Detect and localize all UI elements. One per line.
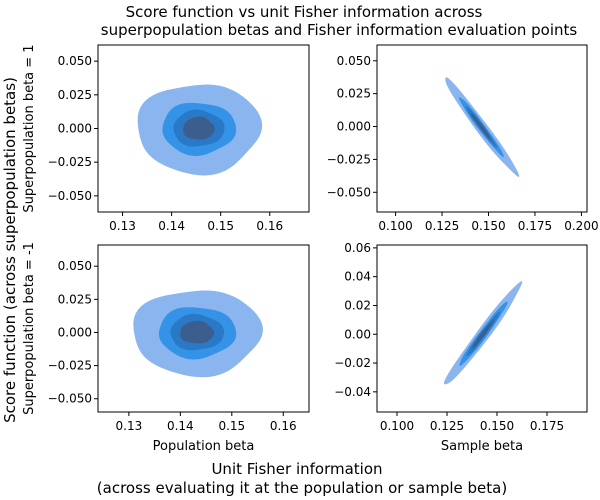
x-tick-label: 0.15: [218, 419, 245, 433]
figure-xlabel-line2: (across evaluating it at the population …: [97, 479, 507, 497]
y-tick-label: 0.025: [58, 88, 92, 102]
y-tick-label: −0.02: [334, 356, 371, 370]
contour-area: [133, 290, 263, 378]
y-tick-label: 0.06: [344, 241, 371, 255]
figure-ylabel: Score function (across superpopulation b…: [1, 77, 19, 423]
x-tick-label: 0.150: [471, 219, 505, 233]
axes-frame: [376, 44, 588, 213]
subplot-xlabel: Population beta: [153, 439, 255, 454]
x-tick-label: 0.200: [564, 219, 598, 233]
y-tick-label: −0.025: [48, 359, 92, 373]
y-tick-label: 0.04: [344, 270, 371, 284]
subplot-ylabel: Superpopulation beta = -1: [22, 242, 37, 415]
y-tick-label: −0.050: [327, 185, 371, 199]
contour-level-4: [180, 320, 215, 344]
x-tick-label: 0.14: [167, 419, 194, 433]
x-tick-label: 0.175: [530, 419, 564, 433]
y-tick-label: −0.04: [334, 385, 371, 399]
subplot-top-left: 0.13 0.14 0.15 0.16 −0.050 −0.025 0.000 0.025 0.…: [22, 44, 310, 233]
x-tick-label: 0.15: [207, 219, 234, 233]
x-tick-label: 0.100: [378, 219, 412, 233]
y-tick-label: −0.050: [48, 392, 92, 406]
contour-level-4: [472, 319, 495, 349]
figure-title-line2: superpopulation betas and Fisher informa…: [101, 21, 578, 39]
x-tick-label: 0.13: [116, 419, 143, 433]
contour-area: [137, 84, 263, 176]
axes-frame: [97, 244, 310, 413]
x-tick-label: 0.14: [158, 219, 185, 233]
y-tick-label: 0.02: [344, 298, 371, 312]
y-tick-label: 0.025: [337, 87, 371, 101]
y-tick-label: 0.050: [58, 54, 92, 68]
x-tick-label: 0.100: [380, 419, 414, 433]
subplot-bottom-left: 0.13 0.14 0.15 0.16 −0.050 −0.025 0.000 0.025 0.…: [22, 242, 310, 454]
x-tick-label: 0.13: [109, 219, 136, 233]
x-tick-label: 0.16: [256, 219, 283, 233]
y-tick-label: −0.025: [48, 155, 92, 169]
y-tick-label: −0.050: [48, 189, 92, 203]
subplot-xlabel: Sample beta: [441, 439, 523, 454]
figure-xlabel-line1: Unit Fisher information: [211, 460, 382, 478]
contour-area: [443, 281, 523, 385]
contour-level-4: [183, 116, 215, 140]
x-tick-label: 0.16: [270, 419, 297, 433]
subplot-ylabel: Superpopulation beta = 1: [22, 44, 37, 212]
x-tick-label: 0.175: [518, 219, 552, 233]
figure-title-line1: Score function vs unit Fisher informatio…: [126, 3, 483, 21]
subplot-top-right: 0.100 0.125 0.150 0.175 0.200 −0.050 −0.025 0.0…: [327, 44, 599, 233]
y-tick-label: 0.025: [58, 292, 92, 306]
contour-area: [445, 77, 520, 177]
y-tick-label: 0.00: [344, 327, 371, 341]
x-tick-label: 0.125: [430, 419, 464, 433]
x-tick-label: 0.125: [425, 219, 459, 233]
y-tick-label: 0.050: [58, 259, 92, 273]
y-tick-label: 0.050: [337, 54, 371, 68]
axes-frame: [376, 244, 588, 413]
y-tick-label: 0.000: [58, 122, 92, 136]
y-tick-label: 0.000: [58, 325, 92, 339]
y-tick-label: −0.025: [327, 152, 371, 166]
x-tick-label: 0.150: [480, 419, 514, 433]
subplot-bottom-right: 0.100 0.125 0.150 0.175 −0.04 −0.02 0.00 0.02 0.…: [334, 241, 588, 454]
y-tick-label: 0.000: [337, 120, 371, 134]
contour-level-4: [471, 113, 492, 141]
